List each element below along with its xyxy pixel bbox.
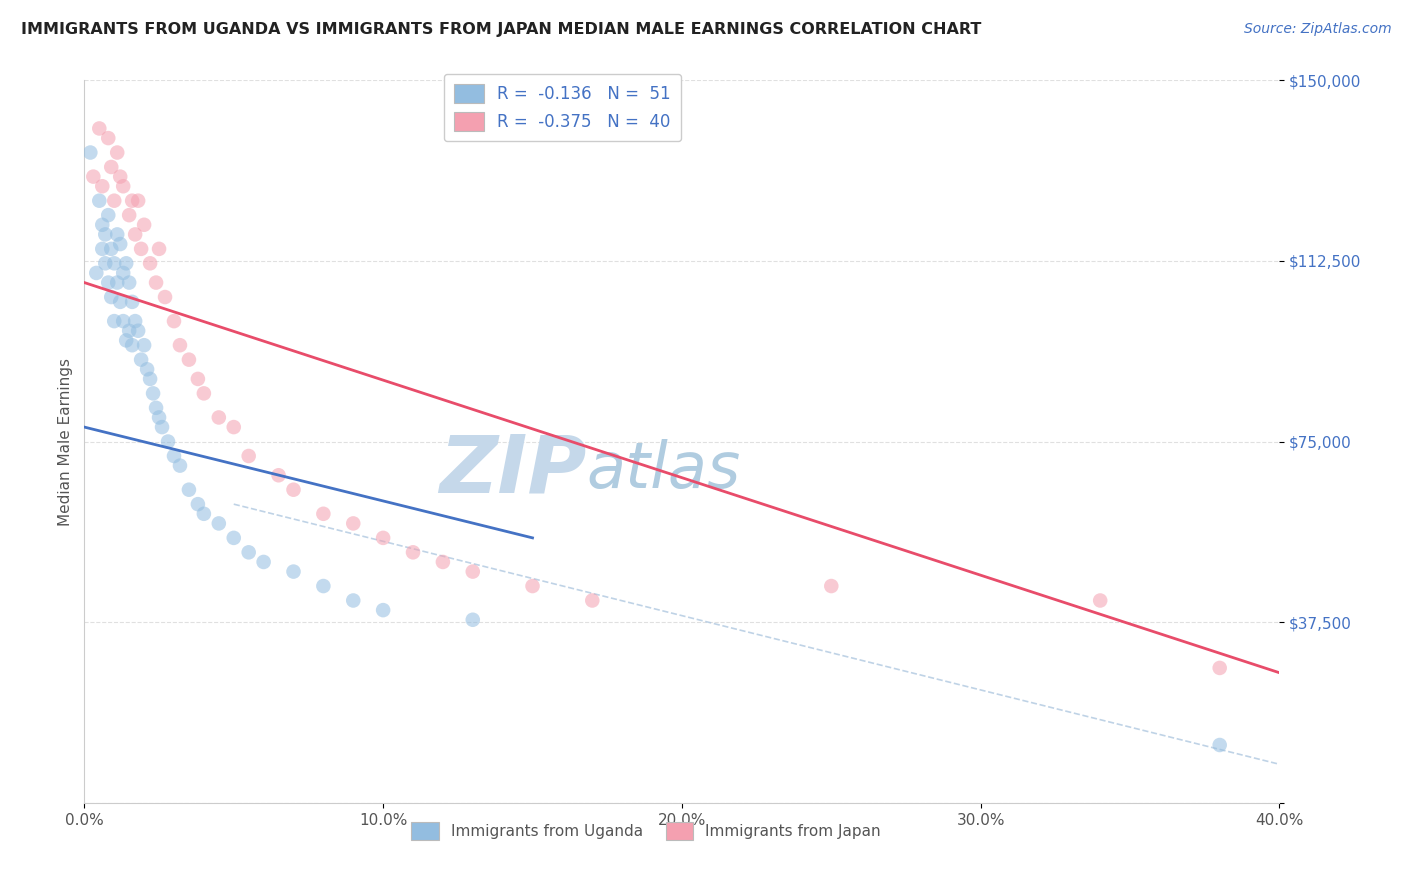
Point	[110, 169, 132, 184]
Point	[820, 579, 842, 593]
Point	[79, 145, 101, 160]
Point	[91, 218, 114, 232]
Point	[89, 194, 111, 208]
Point	[103, 194, 125, 208]
Point	[115, 334, 138, 348]
Point	[127, 194, 149, 208]
Point	[129, 352, 152, 367]
Point	[89, 121, 111, 136]
Point	[373, 531, 395, 545]
Point	[150, 420, 173, 434]
Point	[208, 410, 231, 425]
Point	[103, 256, 125, 270]
Point	[253, 555, 276, 569]
Point	[157, 434, 180, 449]
Point	[86, 266, 108, 280]
Point	[238, 449, 260, 463]
Point	[312, 507, 335, 521]
Point	[103, 314, 125, 328]
Point	[118, 276, 141, 290]
Point	[283, 483, 305, 497]
Point	[124, 314, 146, 328]
Point	[373, 603, 395, 617]
Point	[118, 208, 141, 222]
Point	[124, 227, 146, 242]
Point	[105, 145, 128, 160]
Point	[118, 324, 141, 338]
Point	[177, 352, 200, 367]
Point	[97, 276, 120, 290]
Point	[461, 613, 484, 627]
Point	[115, 256, 138, 270]
Point	[105, 227, 128, 242]
Point	[97, 208, 120, 222]
Point	[100, 160, 122, 174]
Point	[110, 237, 132, 252]
Y-axis label: Median Male Earnings: Median Male Earnings	[58, 358, 73, 525]
Point	[127, 324, 149, 338]
Point	[132, 218, 156, 232]
Point	[94, 256, 117, 270]
Point	[100, 290, 122, 304]
Point	[169, 458, 191, 473]
Point	[110, 294, 132, 309]
Point	[142, 386, 165, 401]
Point	[1209, 738, 1232, 752]
Point	[402, 545, 425, 559]
Text: atlas: atlas	[586, 440, 741, 501]
Point	[121, 338, 143, 352]
Point	[145, 401, 167, 415]
Legend: Immigrants from Uganda, Immigrants from Japan: Immigrants from Uganda, Immigrants from …	[405, 816, 887, 846]
Point	[581, 593, 603, 607]
Point	[112, 179, 135, 194]
Point	[91, 242, 114, 256]
Point	[91, 179, 114, 194]
Point	[148, 242, 170, 256]
Point	[187, 497, 209, 511]
Point	[267, 468, 290, 483]
Point	[97, 131, 120, 145]
Point	[145, 276, 167, 290]
Point	[148, 410, 170, 425]
Point	[522, 579, 544, 593]
Point	[132, 338, 156, 352]
Point	[187, 372, 209, 386]
Text: Source: ZipAtlas.com: Source: ZipAtlas.com	[1244, 22, 1392, 37]
Point	[1090, 593, 1112, 607]
Point	[139, 372, 162, 386]
Point	[193, 507, 215, 521]
Point	[163, 449, 186, 463]
Point	[208, 516, 231, 531]
Point	[222, 531, 245, 545]
Point	[432, 555, 454, 569]
Point	[193, 386, 215, 401]
Point	[139, 256, 162, 270]
Point	[121, 294, 143, 309]
Point	[112, 314, 135, 328]
Point	[238, 545, 260, 559]
Point	[94, 227, 117, 242]
Point	[177, 483, 200, 497]
Point	[105, 276, 128, 290]
Text: IMMIGRANTS FROM UGANDA VS IMMIGRANTS FROM JAPAN MEDIAN MALE EARNINGS CORRELATION: IMMIGRANTS FROM UGANDA VS IMMIGRANTS FRO…	[21, 22, 981, 37]
Point	[129, 242, 152, 256]
Point	[82, 169, 104, 184]
Point	[100, 242, 122, 256]
Text: ZIP: ZIP	[439, 432, 586, 509]
Point	[283, 565, 305, 579]
Point	[169, 338, 191, 352]
Point	[121, 194, 143, 208]
Point	[136, 362, 159, 376]
Point	[112, 266, 135, 280]
Point	[153, 290, 176, 304]
Point	[163, 314, 186, 328]
Point	[222, 420, 245, 434]
Point	[1209, 661, 1232, 675]
Point	[312, 579, 335, 593]
Point	[461, 565, 484, 579]
Point	[342, 593, 364, 607]
Point	[342, 516, 364, 531]
